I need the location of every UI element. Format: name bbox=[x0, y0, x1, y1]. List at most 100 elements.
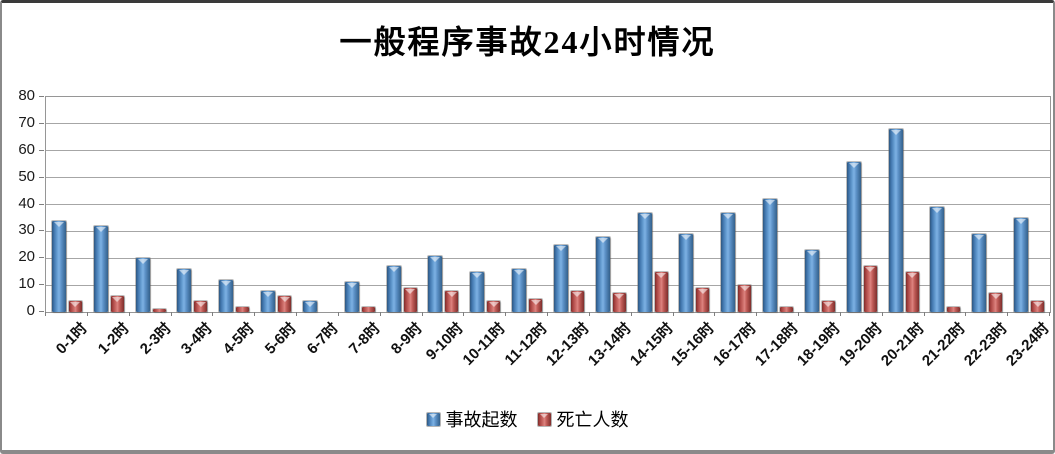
x-axis-tick bbox=[254, 312, 256, 316]
deaths-bar-18-19时 bbox=[821, 301, 835, 312]
deaths-bar-22-23时 bbox=[989, 293, 1003, 312]
accidents-bar-10-11时 bbox=[470, 271, 485, 312]
y-axis-tick bbox=[39, 257, 44, 259]
y-tick-label: 50 bbox=[18, 167, 35, 185]
x-axis-tick bbox=[881, 312, 883, 316]
x-axis-tick bbox=[128, 312, 130, 316]
legend-label: 事故起数 bbox=[445, 410, 518, 430]
accidents-bar-16-17时 bbox=[721, 212, 736, 312]
accidents-bar-15-16时 bbox=[679, 234, 694, 312]
x-axis-tick bbox=[839, 312, 841, 316]
y-axis-tick bbox=[39, 311, 44, 312]
y-axis-tick bbox=[39, 203, 44, 205]
legend: 事故起数 死亡人数 bbox=[2, 406, 1053, 432]
plot-area bbox=[45, 96, 1051, 313]
deaths-bar-9-10时 bbox=[445, 290, 459, 312]
x-axis-tick bbox=[421, 312, 423, 316]
y-axis-tick bbox=[39, 149, 44, 151]
y-tick-label: 80 bbox=[18, 87, 35, 104]
x-axis-tick bbox=[798, 312, 799, 316]
x-axis-tick bbox=[463, 312, 465, 316]
chart-title: 一般程序事故24小时情况 bbox=[339, 24, 716, 60]
x-axis-tick bbox=[212, 312, 214, 316]
deaths-bar-5-6时 bbox=[278, 295, 292, 312]
deaths-bar-17-18时 bbox=[780, 306, 794, 312]
x-axis-tick bbox=[547, 312, 548, 316]
x-axis-tick bbox=[379, 312, 381, 316]
x-axis-tick bbox=[714, 312, 716, 316]
x-axis-tick bbox=[45, 312, 46, 316]
legend-swatch-accidents-icon bbox=[426, 412, 440, 426]
accidents-bar-5-6时 bbox=[261, 290, 276, 312]
x-axis-tick bbox=[965, 312, 967, 316]
y-axis-tick bbox=[39, 96, 44, 97]
deaths-bar-7-8时 bbox=[361, 306, 375, 312]
accidents-bar-22-23时 bbox=[972, 234, 987, 312]
accidents-bar-9-10时 bbox=[428, 255, 443, 312]
legend-swatch-deaths-icon bbox=[537, 412, 551, 426]
y-tick-label: 30 bbox=[18, 221, 35, 239]
y-axis-tick bbox=[39, 176, 44, 178]
accidents-bar-11-12时 bbox=[512, 269, 527, 312]
accidents-bar-7-8时 bbox=[344, 282, 359, 312]
deaths-bar-19-20时 bbox=[863, 266, 877, 312]
accidents-bar-13-14时 bbox=[595, 236, 610, 312]
deaths-bar-11-12时 bbox=[529, 298, 543, 312]
accidents-bar-3-4时 bbox=[177, 269, 192, 312]
deaths-bar-14-15时 bbox=[654, 271, 668, 312]
gridline bbox=[46, 257, 1050, 259]
x-axis-tick bbox=[756, 312, 758, 316]
y-tick-label: 70 bbox=[18, 113, 35, 131]
deaths-bar-3-4时 bbox=[194, 301, 208, 312]
x-axis-tick bbox=[672, 312, 674, 316]
accidents-bar-2-3时 bbox=[135, 258, 150, 312]
x-axis-tick bbox=[86, 312, 88, 316]
deaths-bar-1-2时 bbox=[110, 295, 124, 312]
x-axis-tick bbox=[296, 312, 297, 316]
legend-label: 死亡人数 bbox=[556, 410, 629, 430]
accidents-bar-0-1时 bbox=[51, 220, 66, 312]
x-axis-tick bbox=[1049, 312, 1050, 316]
accidents-bar-12-13时 bbox=[553, 244, 568, 312]
y-tick-label: 0 bbox=[26, 302, 35, 319]
y-tick-label: 10 bbox=[18, 275, 35, 293]
deaths-bar-23-24时 bbox=[1031, 301, 1045, 312]
accidents-bar-18-19时 bbox=[804, 250, 819, 312]
deaths-bar-0-1时 bbox=[68, 301, 82, 312]
x-axis-tick bbox=[588, 312, 590, 316]
deaths-bar-12-13时 bbox=[570, 290, 584, 312]
y-tick-label: 60 bbox=[18, 140, 35, 158]
gridline bbox=[46, 177, 1050, 179]
accidents-bar-8-9时 bbox=[386, 266, 401, 312]
x-axis-tick bbox=[923, 312, 925, 316]
gridline bbox=[46, 123, 1050, 125]
accidents-bar-4-5时 bbox=[219, 279, 234, 312]
gridline bbox=[46, 204, 1050, 205]
x-axis-tick bbox=[630, 312, 632, 316]
accidents-bar-19-20时 bbox=[846, 161, 861, 312]
accidents-bar-6-7时 bbox=[302, 301, 317, 312]
legend-item-accidents: 事故起数 bbox=[426, 406, 518, 432]
deaths-bar-10-11时 bbox=[487, 301, 501, 312]
legend-item-deaths: 死亡人数 bbox=[537, 406, 629, 432]
deaths-bar-8-9时 bbox=[403, 287, 417, 312]
deaths-bar-15-16时 bbox=[696, 287, 710, 312]
accidents-bar-1-2时 bbox=[93, 226, 108, 312]
deaths-bar-13-14时 bbox=[612, 293, 626, 312]
y-tick-label: 40 bbox=[18, 194, 35, 212]
deaths-bar-2-3时 bbox=[152, 309, 166, 312]
x-axis-tick bbox=[1007, 312, 1009, 316]
accidents-bar-23-24时 bbox=[1014, 217, 1029, 312]
y-axis-tick bbox=[39, 122, 44, 124]
x-axis-tick bbox=[170, 312, 172, 316]
y-axis-tick bbox=[39, 230, 44, 232]
x-axis-tick bbox=[505, 312, 507, 316]
x-axis-tick bbox=[337, 312, 339, 316]
y-axis-tick bbox=[39, 284, 44, 286]
y-tick-label: 20 bbox=[18, 248, 35, 266]
deaths-bar-4-5时 bbox=[236, 306, 250, 312]
accidents-bar-21-22时 bbox=[930, 207, 945, 312]
gridline bbox=[46, 284, 1050, 286]
deaths-bar-16-17时 bbox=[738, 285, 752, 312]
